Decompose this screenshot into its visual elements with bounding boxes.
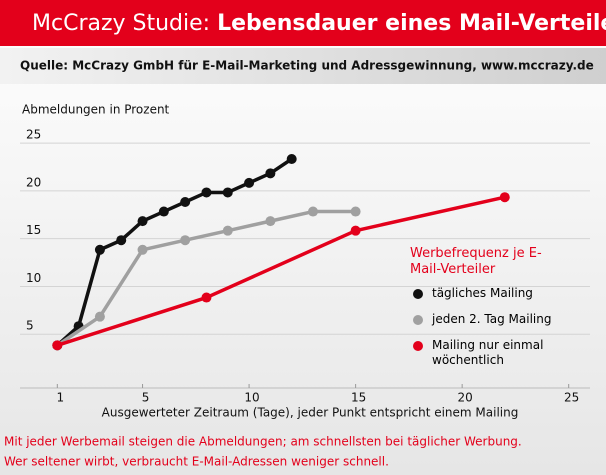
note: Wer seltener wirbt, verbraucht E-Mail-Ad… — [4, 455, 389, 469]
data-point — [244, 177, 255, 188]
x-axis-title: Ausgewerteter Zeitraum (Tage), jeder Pun… — [102, 406, 519, 420]
legend-item: jeden 2. Tag Mailing — [410, 312, 560, 327]
title-main: Lebensdauer eines Mail-Verteilers — [217, 11, 606, 36]
y-axis-title: Abmeldungen in Prozent — [22, 103, 170, 117]
y-tick-label: 20 — [26, 175, 41, 189]
series-line — [56, 209, 356, 347]
legend: Werbefrequenz je E-Mail-Verteiler täglic… — [410, 246, 560, 379]
legend-title: Werbefrequenz je E-Mail-Verteiler — [410, 246, 542, 277]
data-point — [180, 197, 191, 207]
x-tick-label: 20 — [458, 391, 473, 405]
data-point — [350, 206, 361, 217]
legend-item: Mailing nur einmal wöchentlich — [410, 338, 560, 368]
data-point — [222, 187, 233, 198]
data-point — [137, 244, 148, 255]
data-point — [180, 235, 191, 246]
source: Quelle: McCrazy GmbH für E-Mail-Marketin… — [20, 59, 594, 73]
data-point — [94, 244, 105, 255]
note: Mit jeder Werbemail steigen die Abmeldun… — [4, 435, 522, 449]
y-tick-label: 10 — [26, 271, 41, 285]
data-point — [158, 206, 169, 217]
x-tick-label: 10 — [244, 391, 259, 405]
data-point — [499, 192, 510, 203]
legend-marker — [413, 315, 423, 325]
legend-label: jeden 2. Tag Mailing — [432, 312, 552, 326]
data-point — [94, 311, 105, 322]
x-tick-label: 1 — [56, 391, 64, 405]
legend-marker — [413, 289, 423, 299]
legend-item: tägliches Mailing — [410, 286, 560, 301]
data-point — [308, 206, 318, 217]
title: McCrazy Studie: Lebensdauer eines Mail-V… — [32, 11, 606, 36]
legend-marker — [413, 341, 423, 351]
x-tick-label: 5 — [142, 391, 150, 405]
y-tick-label: 5 — [26, 319, 34, 333]
y-tick-label: 15 — [26, 223, 41, 237]
data-point — [52, 340, 63, 351]
data-point — [265, 216, 276, 227]
data-point — [201, 292, 212, 303]
data-point — [116, 235, 127, 246]
legend-label: Mailing nur einmal wöchentlich — [432, 338, 544, 367]
data-point — [286, 154, 297, 164]
data-point — [222, 225, 233, 236]
title-lead: McCrazy Studie: — [32, 11, 210, 36]
data-point — [201, 187, 212, 198]
legend-label: tägliches Mailing — [432, 286, 533, 300]
x-tick-label: 25 — [564, 391, 579, 405]
source-band — [0, 48, 606, 84]
header-band — [0, 0, 606, 46]
series-line — [56, 195, 506, 347]
data-point — [137, 216, 148, 227]
x-tick-label: 15 — [351, 391, 366, 405]
data-point — [265, 168, 276, 179]
data-point — [350, 225, 361, 236]
y-tick-label: 25 — [26, 128, 41, 142]
